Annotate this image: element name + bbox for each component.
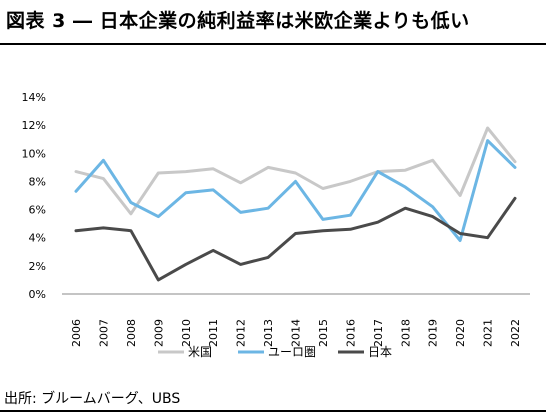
series-line-0 [74,126,517,216]
x-tick-label: 2006 [70,319,83,347]
source-underline [0,410,546,412]
chart-title: 図表 3 ― 日本企業の純利益率は米欧企業よりも低い [6,10,470,32]
x-tick-label: 2015 [317,319,330,347]
x-tick-label: 2017 [372,319,385,347]
y-tick-label: 8% [29,175,46,188]
y-axis-ticks: 0% 2% 4% 6% 8% 10% 12% 14% [22,91,46,301]
y-tick-label: 4% [29,232,46,245]
series-line-2 [74,196,517,282]
x-tick-label: 2013 [262,319,275,347]
x-tick-label: 2010 [180,319,193,347]
x-tick-label: 2018 [399,319,412,347]
series-lines [74,126,517,282]
y-tick-label: 10% [22,147,46,160]
x-axis-ticks: 2006 2007 2008 2009 2010 2011 2012 2013 2014 2015… [70,319,522,347]
x-tick-label: 2016 [344,319,357,347]
title-underline [0,43,546,45]
legend-label: 米国 [188,345,212,359]
x-tick-label: 2020 [454,319,467,347]
x-tick-label: 2012 [235,319,248,347]
legend: 米国 ユーロ圏 日本 [158,345,392,359]
y-tick-label: 14% [22,91,46,104]
y-tick-label: 2% [29,260,46,273]
legend-label: ユーロ圏 [268,345,316,359]
x-tick-label: 2021 [482,319,495,347]
line-chart: 0% 2% 4% 6% 8% 10% 12% 14% 2006 2007 2008 2009 2010… [22,91,530,359]
x-tick-label: 2019 [427,319,440,347]
y-tick-label: 12% [22,119,46,132]
x-tick-label: 2008 [125,319,138,347]
x-tick-label: 2011 [207,319,220,347]
y-tick-label: 0% [29,288,46,301]
x-tick-label: 2014 [290,319,303,347]
x-tick-label: 2007 [97,319,110,347]
legend-label: 日本 [368,345,392,359]
y-tick-label: 6% [29,204,46,217]
source-note: 出所: ブルームバーグ、UBS [4,391,181,407]
x-tick-label: 2022 [509,319,522,347]
x-tick-label: 2009 [152,319,165,347]
series-line-1 [74,139,517,242]
